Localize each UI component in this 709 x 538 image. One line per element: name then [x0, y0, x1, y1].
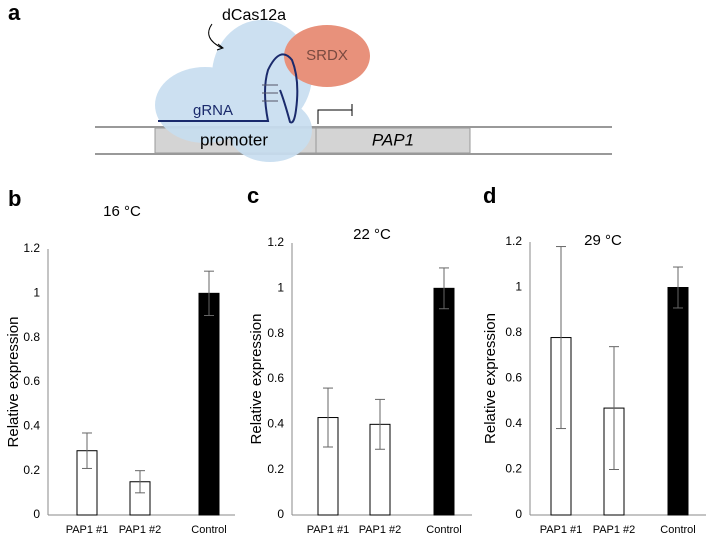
- diagram: a SRDX dCas12a gRNA promoter PAP1: [8, 0, 612, 162]
- error-bar: [673, 266, 683, 309]
- gene-box: [315, 127, 471, 154]
- panel-label: b: [8, 186, 21, 211]
- x-tick-label: PAP1 #2: [119, 524, 162, 536]
- x-tick-label: Control: [426, 524, 461, 536]
- protein-label: dCas12a: [222, 7, 286, 24]
- y-tick-label: 1.2: [505, 234, 522, 248]
- arrow: [208, 23, 223, 49]
- x-tick-label: PAP1 #2: [593, 524, 636, 536]
- chart-title: 29 °C: [584, 232, 622, 249]
- y-tick-label: 0: [515, 507, 522, 521]
- arrow-head: [216, 43, 225, 51]
- y-tick-label: 0.4: [505, 416, 522, 430]
- bar: [433, 287, 455, 516]
- dcas12a-blob: [155, 20, 312, 162]
- error-bar: [323, 387, 333, 448]
- y-tick-label: 0.2: [505, 462, 522, 476]
- y-tick-label: 0.2: [267, 462, 284, 476]
- y-tick-label: 0.6: [23, 374, 40, 388]
- y-tick-label: 1: [277, 281, 284, 295]
- error-bar: [556, 246, 566, 430]
- x-tick-label: PAP1 #1: [307, 524, 350, 536]
- x-tick-label: Control: [191, 524, 226, 536]
- panel-label: a: [8, 0, 21, 25]
- y-tick-label: 0.6: [505, 371, 522, 385]
- error-bar: [135, 470, 145, 494]
- chart: d 29 °C Relative expression 0 0.2 0.4 0.6 0.8 1 1…: [482, 183, 706, 536]
- panel-label: d: [483, 183, 496, 208]
- chart: b 16 °C Relative expression 0 0.2 0.4 0.6 0.8 1 1…: [5, 186, 235, 536]
- error-bar: [82, 432, 92, 469]
- x-tick-label: PAP1 #1: [66, 524, 109, 536]
- y-tick-label: 0.4: [267, 417, 284, 431]
- srdx-blob: [284, 25, 370, 87]
- error-bar: [375, 398, 385, 450]
- promoter-label: promoter: [200, 130, 268, 149]
- grna-strand: [158, 53, 299, 124]
- grna-label: gRNA: [193, 102, 233, 119]
- error-bar: [439, 267, 449, 310]
- y-tick-label: 1: [33, 286, 40, 300]
- y-tick-label: 0.4: [23, 419, 40, 433]
- y-axis-label: Relative expression: [5, 317, 22, 448]
- y-tick-label: 0: [277, 507, 284, 521]
- y-tick-label: 1.2: [23, 241, 40, 255]
- y-tick-label: 0: [33, 507, 40, 521]
- y-axis-label: Relative expression: [248, 314, 265, 445]
- y-tick-label: 0.2: [23, 463, 40, 477]
- chart-title: 22 °C: [353, 226, 391, 243]
- y-tick-label: 1.2: [267, 235, 284, 249]
- bar: [667, 287, 689, 516]
- y-tick-label: 1: [515, 280, 522, 294]
- tss-arrow: [317, 104, 353, 124]
- panel-label: c: [247, 183, 259, 208]
- y-tick-label: 0.6: [267, 371, 284, 385]
- bar: [198, 292, 220, 516]
- y-axis-label: Relative expression: [482, 313, 499, 444]
- gene-label: PAP1: [372, 130, 414, 149]
- x-tick-label: Control: [660, 524, 695, 536]
- chart: c 22 °C Relative expression 0 0.2 0.4 0.6 0.8 1 1…: [247, 183, 472, 536]
- chart-title: 16 °C: [103, 203, 141, 220]
- y-tick-label: 0.8: [23, 330, 40, 344]
- error-bar: [204, 270, 214, 316]
- x-tick-label: PAP1 #2: [359, 524, 402, 536]
- x-tick-label: PAP1 #1: [540, 524, 583, 536]
- srdx-label: SRDX: [306, 47, 348, 64]
- y-tick-label: 0.8: [267, 326, 284, 340]
- y-tick-label: 0.8: [505, 325, 522, 339]
- error-bar: [609, 346, 619, 470]
